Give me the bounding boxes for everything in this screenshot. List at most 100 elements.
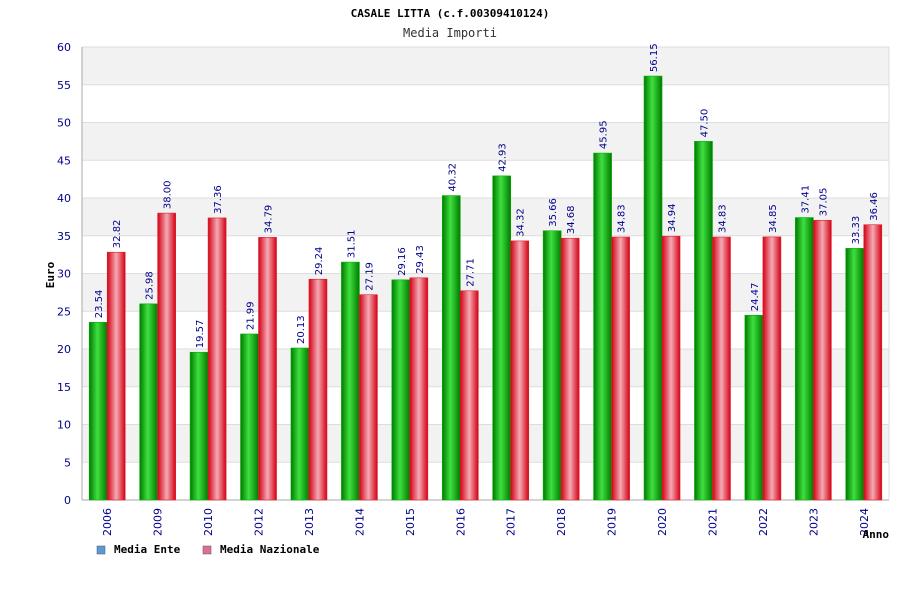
- bars: [88, 75, 883, 501]
- x-tick-label: 2024: [858, 508, 871, 536]
- x-tick-label: 2014: [353, 508, 366, 536]
- x-tick-label: 2023: [807, 508, 820, 536]
- data-label: 34.79: [264, 205, 275, 234]
- bar-media-nazionale: [359, 294, 378, 501]
- bar-media-ente: [391, 279, 411, 501]
- chart-title: CASALE LITTA (c.f.00309410124): [351, 7, 550, 20]
- data-label: 34.83: [717, 204, 728, 233]
- legend-swatch-media-ente: [96, 545, 106, 555]
- data-label: 32.82: [112, 220, 123, 249]
- data-label: 19.57: [195, 320, 206, 349]
- plot-band: [82, 84, 889, 123]
- data-labels: 23.54 32.82 25.98 38.00 19.57 37.36 21.99 34.79…: [94, 43, 880, 348]
- data-label: 37.41: [800, 185, 811, 214]
- data-label: 35.66: [548, 198, 559, 227]
- data-label: 27.71: [465, 258, 476, 287]
- bar-media-ente: [139, 303, 158, 501]
- data-label: 38.00: [163, 180, 174, 209]
- data-label: 40.32: [447, 163, 458, 192]
- data-label: 37.36: [213, 185, 224, 214]
- data-label: 34.68: [566, 206, 577, 235]
- legend-label-media-nazionale: Media Nazionale: [220, 543, 320, 556]
- data-label: 29.24: [314, 247, 325, 276]
- bar-media-nazionale: [106, 251, 126, 501]
- y-tick-label: 55: [57, 79, 71, 92]
- bar-media-ente: [795, 217, 814, 501]
- y-tick-label: 60: [57, 41, 71, 54]
- y-tick-label: 35: [57, 230, 71, 243]
- x-tick-label: 2015: [404, 508, 417, 536]
- y-tick-label: 5: [64, 456, 71, 469]
- x-tick-label: 2022: [757, 508, 770, 536]
- data-label: 29.16: [397, 247, 408, 276]
- y-tick-label: 45: [57, 154, 71, 167]
- legend-swatch-media-nazionale: [202, 545, 212, 555]
- data-label: 34.83: [617, 204, 628, 233]
- x-tick-label: 2018: [555, 508, 568, 536]
- data-label: 20.13: [296, 315, 307, 344]
- bar-media-nazionale: [712, 236, 731, 501]
- bar-media-ente: [845, 248, 865, 501]
- bar-media-ente: [643, 75, 663, 501]
- bar-media-nazionale: [207, 217, 227, 501]
- bar-media-ente: [744, 314, 764, 501]
- plot-band: [82, 122, 889, 161]
- x-axis-label: Anno: [863, 528, 890, 541]
- data-label: 34.85: [768, 204, 779, 233]
- y-tick-label: 30: [57, 268, 71, 281]
- bar-media-nazionale: [661, 235, 681, 501]
- x-axis-ticks: 2006 2009 2010 2012 2013 2014 2015 2016 2017 2018…: [101, 508, 871, 536]
- data-label: 25.98: [145, 271, 156, 300]
- bar-media-nazionale: [560, 237, 580, 501]
- data-label: 34.32: [516, 208, 527, 237]
- data-label: 33.33: [851, 216, 862, 245]
- x-tick-label: 2012: [253, 508, 266, 536]
- plot-band: [82, 47, 889, 85]
- plot-band: [82, 160, 889, 198]
- x-tick-label: 2021: [706, 508, 719, 536]
- bar-media-nazionale: [157, 212, 176, 501]
- x-tick-label: 2013: [303, 508, 316, 536]
- bar-media-nazionale: [762, 236, 782, 501]
- bar-media-ente: [189, 351, 209, 501]
- y-tick-label: 15: [57, 381, 71, 394]
- bar-media-nazionale: [258, 237, 277, 501]
- bar-media-nazionale: [459, 290, 479, 501]
- chart-subtitle: Media Importi: [403, 26, 497, 40]
- bar-media-ente: [88, 321, 108, 501]
- y-tick-label: 50: [57, 117, 71, 130]
- bar-media-nazionale: [611, 236, 630, 501]
- data-label: 45.95: [599, 120, 610, 149]
- data-label: 27.19: [364, 262, 375, 291]
- data-label: 21.99: [246, 301, 257, 330]
- x-tick-label: 2020: [656, 508, 669, 536]
- data-label: 56.15: [649, 43, 660, 72]
- data-label: 24.47: [750, 283, 761, 312]
- bar-media-ente: [694, 141, 713, 501]
- y-axis-label: Euro: [44, 261, 57, 288]
- x-tick-label: 2010: [202, 508, 215, 536]
- x-tick-label: 2017: [505, 508, 518, 536]
- bar-media-ente: [290, 347, 310, 501]
- bar-media-nazionale: [308, 278, 328, 501]
- data-label: 37.05: [818, 188, 829, 217]
- data-label: 31.51: [346, 229, 357, 258]
- x-tick-label: 2009: [152, 508, 165, 536]
- bar-media-ente: [593, 152, 612, 501]
- data-label: 34.94: [667, 204, 678, 233]
- y-tick-label: 25: [57, 305, 71, 318]
- y-axis-ticks: 0 5 10 15 20 25 30 35 40 45 50 55 60: [57, 41, 71, 507]
- data-label: 23.54: [94, 290, 105, 319]
- bar-media-nazionale: [863, 224, 883, 501]
- bar-media-nazionale: [409, 277, 429, 501]
- y-tick-label: 20: [57, 343, 71, 356]
- x-tick-label: 2019: [606, 508, 619, 536]
- bar-media-nazionale: [510, 240, 530, 501]
- data-label: 47.50: [699, 109, 710, 138]
- bar-media-ente: [240, 333, 259, 501]
- legend-label-media-ente: Media Ente: [114, 543, 181, 556]
- bar-media-ente: [492, 175, 512, 501]
- bar-media-ente: [341, 261, 360, 501]
- y-tick-label: 10: [57, 419, 71, 432]
